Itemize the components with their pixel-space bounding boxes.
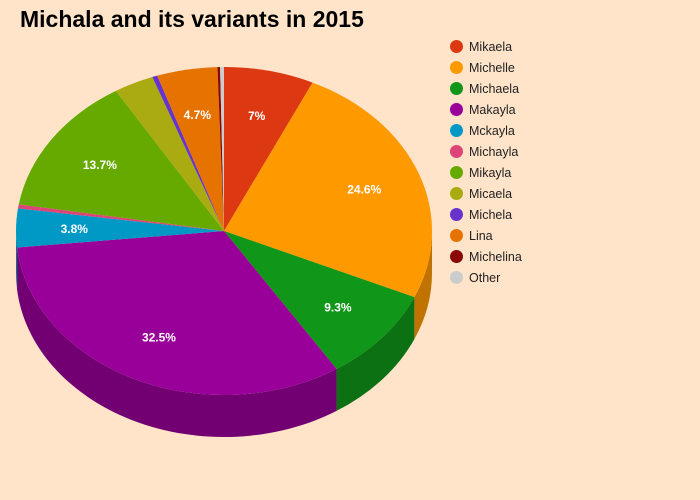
- pie-top-layer: [15, 67, 432, 396]
- legend-item-other[interactable]: Other: [450, 267, 522, 288]
- pie-slice-mckayla[interactable]: [15, 208, 225, 248]
- legend-swatch: [450, 124, 463, 137]
- slice-label-lina: 4.7%: [184, 108, 212, 122]
- legend-item-michelina[interactable]: Michelina: [450, 246, 522, 267]
- slice-label-michaela: 9.3%: [324, 301, 352, 315]
- legend: Mikaela Michelle Michaela Makayla Mckayla Mic…: [450, 36, 522, 288]
- pie-slice-michelina[interactable]: [217, 67, 224, 231]
- legend-item-michaela[interactable]: Michaela: [450, 78, 522, 99]
- legend-label: Michela: [469, 207, 513, 222]
- pie-slice-michelle[interactable]: [224, 82, 432, 298]
- pie-slice-micaela[interactable]: [115, 77, 224, 232]
- legend-item-michela[interactable]: Michela: [450, 204, 522, 225]
- pie-slice-michaela[interactable]: [224, 231, 415, 369]
- slice-label-makayla: 32.5%: [142, 330, 176, 344]
- legend-item-lina[interactable]: Lina: [450, 225, 522, 246]
- pie-side-mckayla: [16, 231, 18, 290]
- slice-label-mikaela: 7%: [248, 109, 266, 123]
- legend-swatch: [450, 103, 463, 116]
- pie-slice-mikaela[interactable]: [224, 67, 313, 231]
- legend-label: Micaela: [469, 186, 513, 201]
- legend-swatch: [450, 271, 463, 284]
- legend-swatch: [450, 40, 463, 53]
- pie-slice-lina[interactable]: [157, 67, 224, 231]
- pie-slice-makayla[interactable]: [17, 231, 337, 396]
- slice-label-mikayla: 13.7%: [83, 158, 117, 172]
- pie-side-makayla: [17, 247, 337, 438]
- slice-label-michelle: 24.6%: [347, 183, 381, 197]
- legend-label: Makayla: [469, 102, 516, 117]
- pie-depth-layer: [16, 231, 432, 438]
- legend-label: Michaela: [469, 81, 520, 96]
- pie-slice-michela[interactable]: [152, 75, 224, 232]
- pie-side-michelle: [414, 231, 432, 340]
- legend-swatch: [450, 187, 463, 200]
- chart-title: Michala and its variants in 2015: [20, 6, 364, 32]
- legend-label: Michelina: [469, 249, 522, 264]
- pie-label-layer: 7% 24.6% 9.3% 32.5% 3.8% 13.7% 4.7%: [61, 108, 382, 345]
- legend-item-micaela[interactable]: Micaela: [450, 183, 522, 204]
- pie-slice-mikayla[interactable]: [18, 90, 225, 231]
- legend-item-mikaela[interactable]: Mikaela: [450, 36, 522, 57]
- legend-label: Lina: [469, 228, 493, 243]
- pie-side-michaela: [336, 297, 415, 411]
- legend-swatch: [450, 61, 463, 74]
- slice-label-mckayla: 3.8%: [61, 222, 89, 236]
- legend-item-michayla[interactable]: Michayla: [450, 141, 522, 162]
- legend-swatch: [450, 166, 463, 179]
- pie-slice-michayla[interactable]: [17, 204, 224, 231]
- legend-swatch: [450, 208, 463, 221]
- legend-label: Other: [469, 270, 501, 285]
- legend-label: Mckayla: [469, 123, 515, 138]
- legend-item-mckayla[interactable]: Mckayla: [450, 120, 522, 141]
- legend-label: Michelle: [469, 60, 515, 75]
- pie-slice-other[interactable]: [220, 67, 224, 231]
- legend-label: Mikaela: [469, 39, 513, 54]
- legend-label: Michayla: [469, 144, 519, 159]
- legend-item-mikayla[interactable]: Mikayla: [450, 162, 522, 183]
- legend-swatch: [450, 82, 463, 95]
- legend-label: Mikayla: [469, 165, 512, 180]
- legend-swatch: [450, 250, 463, 263]
- legend-swatch: [450, 229, 463, 242]
- legend-item-michelle[interactable]: Michelle: [450, 57, 522, 78]
- legend-swatch: [450, 145, 463, 158]
- legend-item-makayla[interactable]: Makayla: [450, 99, 522, 120]
